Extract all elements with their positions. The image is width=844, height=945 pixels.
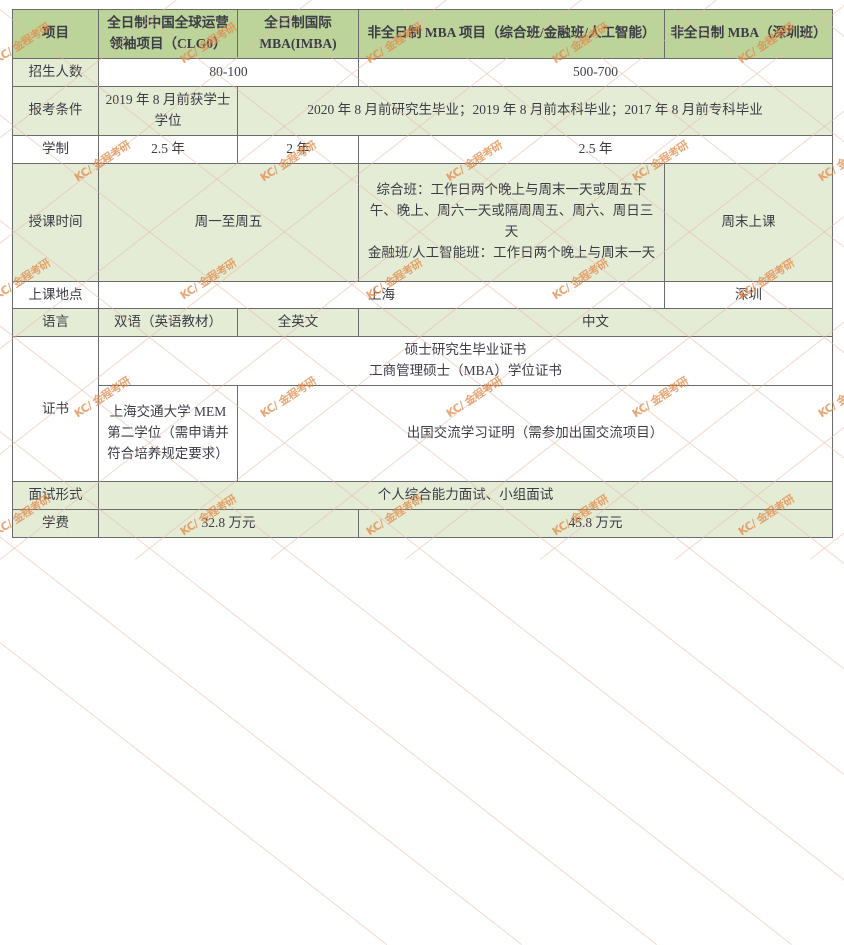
program-comparison-table: 项目 全日制中国全球运营领袖项目（CLG0） 全日制国际MBA(IMBA) 非全…	[12, 9, 833, 539]
table-row-requirements: 报考条件 2019 年 8 月前获学士学位 2020 年 8 月前研究生毕业；2…	[12, 85, 833, 136]
header-imba: 全日制国际MBA(IMBA)	[237, 9, 359, 59]
cell-duration-parttime: 2.5 年	[358, 134, 833, 164]
cell-language-imba: 全英文	[237, 308, 359, 338]
cell-requirements-others: 2020 年 8 月前研究生毕业；2019 年 8 月前本科毕业；2017 年 …	[237, 85, 833, 136]
header-shenzhen-mba: 非全日制 MBA（深圳班）	[664, 9, 833, 59]
cell-interview-value: 个人综合能力面试、小组面试	[98, 481, 833, 511]
cell-location-shenzhen: 深圳	[664, 280, 833, 310]
table-row-certificate-detail: 上海交通大学 MEM 第二学位（需申请并符合培养规定要求） 出国交流学习证明（需…	[13, 385, 833, 483]
header-row: 项目 全日制中国全球运营领袖项目（CLG0） 全日制国际MBA(IMBA) 非全…	[12, 9, 833, 59]
row-label-interview: 面试形式	[12, 481, 99, 511]
cell-class-time-parttime: 综合班：工作日两个晚上与周末一天或周五下午、晚上、周六一天或隔周周五、周六、周日…	[358, 162, 665, 282]
table-row-location: 上课地点 上海 深圳	[12, 280, 833, 310]
cell-certificate-common: 硕士研究生毕业证书 工商管理硕士（MBA）学位证书	[98, 336, 833, 387]
table-row-duration: 学制 2.5 年 2 年 2.5 年	[12, 134, 833, 164]
cell-enrollment-parttime: 500-700	[358, 57, 833, 87]
row-label-enrollment: 招生人数	[12, 57, 99, 87]
class-time-line-1: 综合班：工作日两个晚上与周末一天或周五下午、晚上、周六一天或隔周周五、周六、周日…	[369, 182, 654, 240]
table-row-interview: 面试形式 个人综合能力面试、小组面试	[12, 481, 833, 511]
cell-certificate-others: 出国交流学习证明（需参加出国交流项目）	[237, 385, 833, 483]
row-label-requirements: 报考条件	[12, 85, 99, 136]
row-label-class-time: 授课时间	[12, 162, 99, 282]
certificate-common-line-2: 工商管理硕士（MBA）学位证书	[369, 363, 562, 379]
cell-duration-clgo: 2.5 年	[98, 134, 238, 164]
row-label-duration: 学制	[12, 134, 99, 164]
class-time-line-2: 金融班/人工智能班：工作日两个晚上与周末一天	[367, 244, 656, 260]
table-header: 项目 全日制中国全球运营领袖项目（CLG0） 全日制国际MBA(IMBA) 非全…	[12, 9, 833, 59]
header-parttime-mba: 非全日制 MBA 项目（综合班/金融班/人工智能）	[358, 9, 665, 59]
header-clgo: 全日制中国全球运营领袖项目（CLG0）	[98, 9, 238, 59]
row-label-tuition: 学费	[12, 509, 99, 539]
cell-class-time-shenzhen: 周末上课	[664, 162, 833, 282]
table-row-language: 语言 双语（英语教材） 全英文 中文	[12, 308, 833, 338]
cell-duration-imba: 2 年	[237, 134, 359, 164]
table-row-tuition: 学费 32.8 万元 45.8 万元	[12, 509, 833, 539]
table-row-certificate-common: 证书 硕士研究生毕业证书 工商管理硕士（MBA）学位证书	[12, 336, 833, 483]
header-item: 项目	[12, 9, 99, 59]
row-label-location: 上课地点	[12, 280, 99, 310]
row-label-language: 语言	[12, 308, 99, 338]
cell-language-parttime: 中文	[358, 308, 833, 338]
certificate-common-line-1: 硕士研究生毕业证书	[404, 342, 527, 358]
cell-tuition-fulltime: 32.8 万元	[98, 509, 359, 539]
cell-enrollment-fulltime: 80-100	[98, 57, 359, 87]
row-label-certificate: 证书	[12, 336, 99, 483]
cell-class-time-fulltime: 周一至周五	[98, 162, 359, 282]
table-row-enrollment: 招生人数 80-100 500-700	[12, 57, 833, 87]
cell-tuition-parttime: 45.8 万元	[358, 509, 833, 539]
cell-requirements-clgo: 2019 年 8 月前获学士学位	[98, 85, 238, 136]
cell-language-clgo: 双语（英语教材）	[98, 308, 238, 338]
cell-location-shanghai: 上海	[98, 280, 665, 310]
cell-certificate-clgo: 上海交通大学 MEM 第二学位（需申请并符合培养规定要求）	[98, 385, 238, 483]
table-body: 招生人数 80-100 500-700 报考条件 2019 年 8 月前获学士学…	[12, 57, 833, 539]
table-row-class-time: 授课时间 周一至周五 综合班：工作日两个晚上与周末一天或周五下午、晚上、周六一天…	[12, 162, 833, 282]
